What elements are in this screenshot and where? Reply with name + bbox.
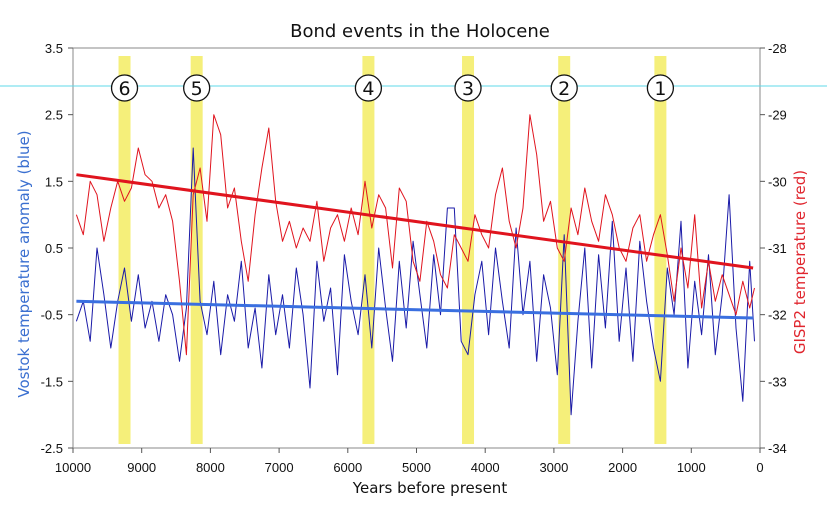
y-left-tick-label: -2.5 xyxy=(41,441,63,456)
y-right-tick-label: -32 xyxy=(768,308,787,323)
bond-event-label-2: 2 xyxy=(558,78,570,100)
bond-event-label-4: 4 xyxy=(362,78,374,100)
x-tick-label: 7000 xyxy=(265,460,294,475)
x-tick-label: 10000 xyxy=(55,460,91,475)
x-tick-label: 2000 xyxy=(608,460,637,475)
series-gisp2-trend xyxy=(76,173,754,270)
series-gisp2-temperature xyxy=(75,114,755,356)
event-labels: 6 5 4 3 2 1 xyxy=(110,74,675,102)
y-right-tick-label: -33 xyxy=(768,374,787,389)
bond-event-band-2 xyxy=(558,56,571,444)
bond-event-band-4 xyxy=(362,56,375,444)
bond-event-bands xyxy=(118,56,667,444)
series-group xyxy=(75,114,755,416)
y-right-tick-label: -29 xyxy=(768,108,787,123)
bond-event-circle-3 xyxy=(454,74,482,102)
bond-event-label-1: 1 xyxy=(654,78,666,100)
bond-event-circle-1 xyxy=(646,74,675,102)
series-vostok-trend xyxy=(76,299,754,320)
bond-event-circle-4 xyxy=(354,74,383,102)
series-vostok-temperature-anomaly xyxy=(75,147,755,416)
y-left-axis-title: Vostok temperature anomaly (blue) xyxy=(15,130,33,397)
bond-event-band-1 xyxy=(654,56,667,444)
x-tick-label: 3000 xyxy=(539,460,568,475)
y-left-tick-label: -1.5 xyxy=(41,374,63,389)
x-tick-label: 1000 xyxy=(677,460,706,475)
y-left-tick-label: 0.5 xyxy=(45,241,63,256)
bond-event-label-3: 3 xyxy=(462,78,474,100)
y-right-tick-label: -31 xyxy=(768,241,787,256)
chart-title: Bond events in the Holocene xyxy=(290,21,550,42)
bond-event-circle-5 xyxy=(183,74,211,102)
axes-group: 10000 9000 8000 7000 6000 5000 4000 3000 2000 100… xyxy=(41,41,787,475)
x-tick-label: 0 xyxy=(756,460,763,475)
x-tick-label: 6000 xyxy=(333,460,362,475)
bond-event-band-6 xyxy=(118,56,131,444)
x-axis-title: Years before present xyxy=(352,479,508,497)
y-left-tick-label: -0.5 xyxy=(41,308,63,323)
x-tick-label: 5000 xyxy=(402,460,431,475)
y-right-axis-title: GISP2 temperature (red) xyxy=(791,170,809,354)
bond-event-band-3 xyxy=(462,56,475,444)
bond-event-label-5: 5 xyxy=(191,78,203,100)
x-tick-label: 8000 xyxy=(196,460,225,475)
bond-event-circle-6 xyxy=(110,74,139,102)
y-right-tick-label: -34 xyxy=(768,441,787,456)
x-tick-label: 9000 xyxy=(127,460,156,475)
bond-event-band-5 xyxy=(190,56,203,444)
y-left-tick-label: 1.5 xyxy=(45,174,63,189)
y-left-tick-label: 3.5 xyxy=(45,41,63,56)
x-tick-label: 4000 xyxy=(471,460,500,475)
bond-event-label-6: 6 xyxy=(118,78,130,100)
bond-event-circle-2 xyxy=(550,74,578,102)
y-right-tick-label: -28 xyxy=(768,41,787,56)
y-left-tick-label: 2.5 xyxy=(45,108,63,123)
y-right-tick-label: -30 xyxy=(768,174,787,189)
